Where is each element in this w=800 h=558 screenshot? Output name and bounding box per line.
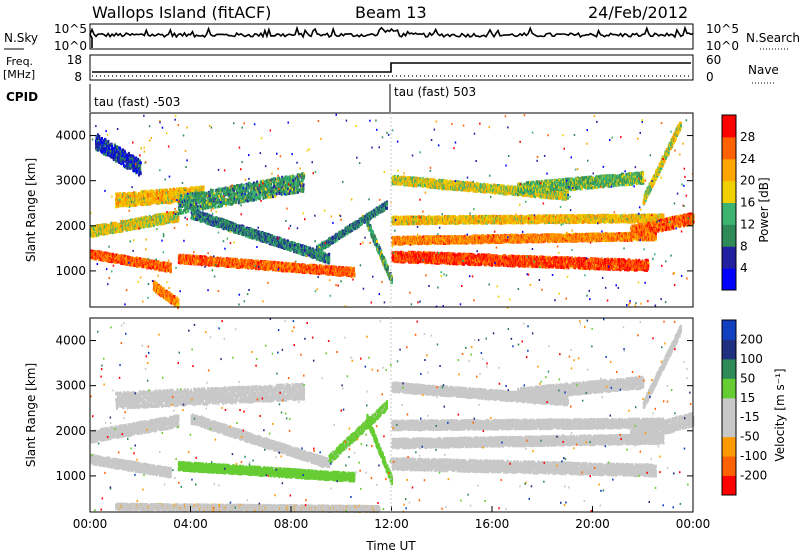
date-title: 24/Feb/2012	[588, 3, 688, 22]
radar-summary-plot: Wallops Island (fitACF) Beam 13 24/Feb/2…	[0, 0, 800, 554]
n-sky-tick-top: 10^5	[54, 22, 87, 36]
nave-tick-bottom: 0	[706, 70, 714, 84]
freq-panel: Freq. [MHz] 18 8 Nave 60 0	[3, 53, 779, 84]
station-title: Wallops Island (fitACF)	[92, 3, 271, 22]
cpid-row: CPID tau (fast) -503 tau (fast) 503	[6, 84, 476, 112]
freq-label: Freq.	[6, 55, 33, 68]
noise-panel-frame	[90, 24, 693, 49]
freq-tick-bottom: 8	[74, 70, 82, 84]
n-search-tick-top: 10^5	[706, 22, 739, 36]
freq-unit-label: [MHz]	[3, 68, 35, 81]
n-search-tick-bottom: 10^0	[706, 39, 739, 53]
n-sky-label: N.Sky	[4, 31, 38, 45]
cpid-label: CPID	[6, 90, 38, 104]
freq-trace	[92, 63, 691, 72]
n-sky-tick-bottom: 10^0	[54, 39, 87, 53]
data-cell	[159, 261, 161, 264]
cpid-segment-1: tau (fast) -503	[94, 95, 180, 109]
cpid-segment-2: tau (fast) 503	[394, 85, 476, 99]
nave-label: Nave	[748, 63, 779, 77]
beam-title: Beam 13	[355, 3, 427, 22]
noise-panel: N.Sky 10^5 10^0 N.Search 10^5 10^0	[4, 22, 800, 53]
n-search-label: N.Search	[746, 31, 800, 45]
n-sky-trace	[90, 28, 693, 48]
freq-tick-top: 18	[67, 53, 82, 67]
power-data	[90, 114, 695, 309]
nave-tick-top: 60	[706, 53, 721, 67]
